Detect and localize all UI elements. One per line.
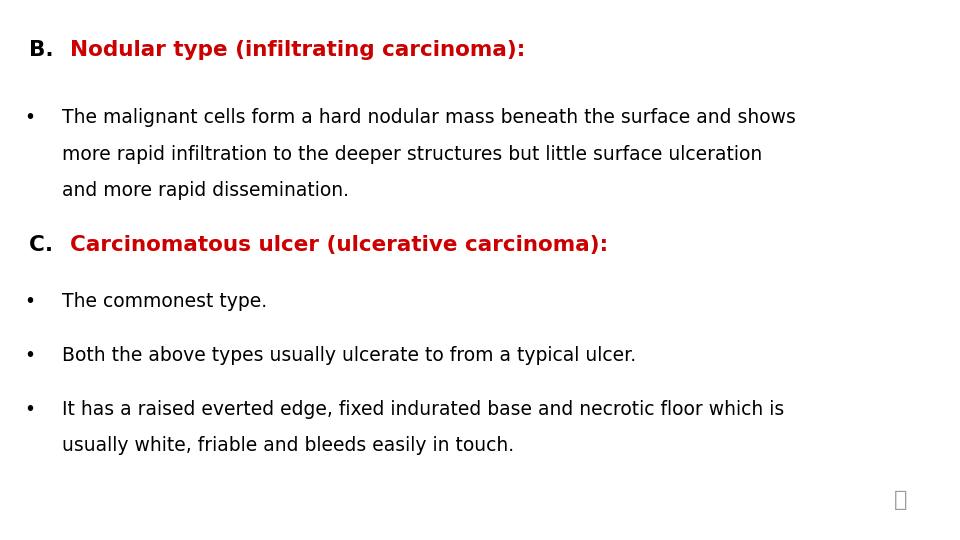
Text: The malignant cells form a hard nodular mass beneath the surface and shows: The malignant cells form a hard nodular …	[62, 108, 796, 127]
Text: Carcinomatous ulcer (ulcerative carcinoma):: Carcinomatous ulcer (ulcerative carcinom…	[70, 235, 608, 255]
Text: C.: C.	[29, 235, 60, 255]
Text: •: •	[24, 346, 36, 365]
Text: •: •	[24, 108, 36, 127]
Text: •: •	[24, 400, 36, 419]
Text: Both the above types usually ulcerate to from a typical ulcer.: Both the above types usually ulcerate to…	[62, 346, 636, 365]
Text: more rapid infiltration to the deeper structures but little surface ulceration: more rapid infiltration to the deeper st…	[62, 145, 762, 164]
Text: usually white, friable and bleeds easily in touch.: usually white, friable and bleeds easily…	[62, 436, 515, 455]
Text: •: •	[24, 292, 36, 310]
Text: The commonest type.: The commonest type.	[62, 292, 268, 310]
Text: Nodular type (infiltrating carcinoma):: Nodular type (infiltrating carcinoma):	[70, 40, 525, 60]
Text: It has a raised everted edge, fixed indurated base and necrotic floor which is: It has a raised everted edge, fixed indu…	[62, 400, 784, 419]
Text: and more rapid dissemination.: and more rapid dissemination.	[62, 181, 349, 200]
Text: 🔈: 🔈	[894, 490, 907, 510]
Text: B.: B.	[29, 40, 60, 60]
